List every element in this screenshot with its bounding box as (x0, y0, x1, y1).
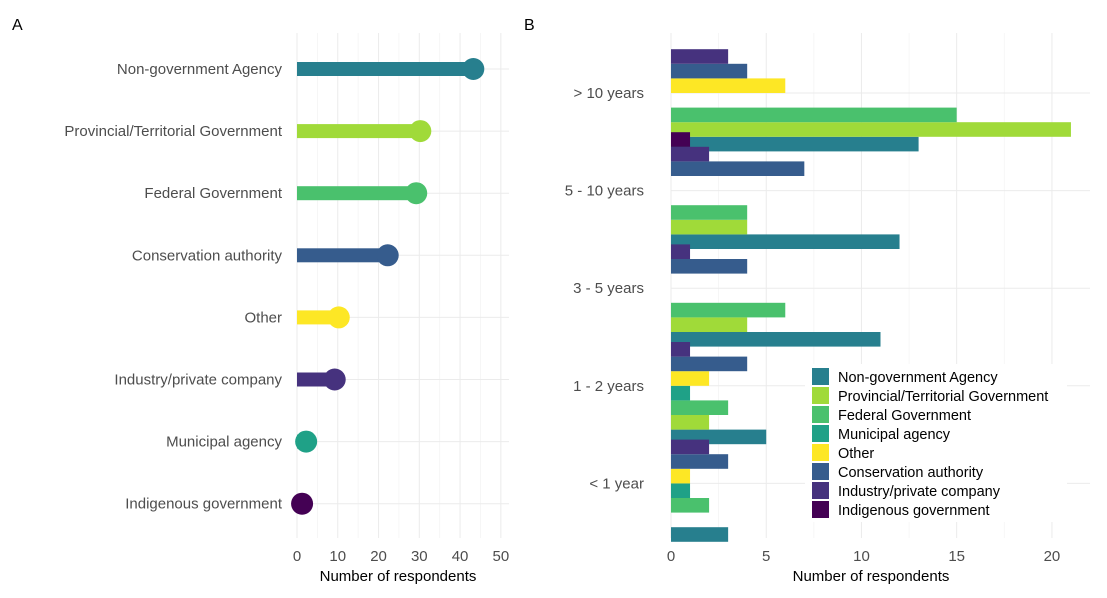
panel-b-bar (671, 400, 729, 415)
legend-label: Non-government Agency (838, 370, 998, 386)
panel-b-bar (671, 146, 710, 162)
panel-a-point (409, 120, 432, 143)
panel-b-bar (671, 244, 691, 259)
panel-b-bar (671, 107, 957, 123)
panel-a-point (291, 492, 314, 515)
panel-a-label: A (12, 17, 23, 34)
panel-a-point (376, 244, 399, 267)
panel-b-bar (671, 78, 786, 93)
panel-b-category-label: 1 - 2 years (573, 378, 644, 395)
legend-swatch (812, 463, 829, 480)
panel-b-bar (671, 49, 729, 64)
legend-swatch (812, 444, 829, 461)
panel-a-stem (297, 124, 420, 139)
panel-b-x-tick-label: 20 (1044, 548, 1061, 565)
panel-a-point (405, 182, 428, 205)
panel-b-bar (671, 342, 691, 357)
panel-b-bar (671, 136, 919, 152)
legend-swatch (812, 406, 829, 423)
panel-a-point (295, 430, 318, 453)
panel-b-bar (671, 219, 748, 235)
panel-a-stem (297, 248, 387, 263)
panel-b-category-label: < 1 year (589, 475, 644, 492)
legend-background (805, 364, 1067, 522)
panel-b-x-tick-label: 5 (762, 548, 770, 565)
panel-b-bar (671, 332, 881, 347)
panel-a-category-label: Other (244, 309, 282, 326)
panel-a-point (327, 306, 350, 329)
panel-b-bar (671, 468, 691, 484)
panel-b-category-label: 3 - 5 years (573, 280, 644, 297)
legend-label: Industry/private company (838, 484, 1001, 500)
panel-b-x-axis-title: Number of respondents (793, 568, 950, 585)
panel-a-category-label: Provincial/Territorial Government (64, 123, 282, 140)
panel-a-x-axis-title: Number of respondents (320, 568, 477, 585)
legend-label: Provincial/Territorial Government (838, 389, 1048, 405)
panel-a-x-tick-label: 0 (293, 548, 301, 565)
panel-a-point (462, 58, 485, 80)
panel-b-category-label: > 10 years (574, 85, 644, 102)
legend-swatch (812, 368, 829, 385)
legend-label: Other (838, 446, 874, 462)
panel-a-category-label: Federal Government (144, 185, 282, 202)
panel-a-x-tick-label: 30 (411, 548, 428, 565)
panel-a-x-tick-label: 50 (493, 548, 510, 565)
panel-b-bar (671, 63, 748, 79)
legend-label: Municipal agency (838, 427, 951, 443)
panel-b-bar (671, 122, 1071, 137)
panel-b-bar (671, 483, 691, 498)
panel-b-bar (671, 371, 710, 386)
panel-b-bar (671, 454, 729, 469)
legend-label: Indigenous government (838, 503, 990, 519)
panel-a-stem (297, 62, 473, 76)
panel-b-bar (671, 317, 748, 332)
panel-a-x-tick-label: 40 (452, 548, 469, 565)
panel-b-bar (671, 132, 691, 147)
panel-b-bar (671, 527, 729, 542)
panel-a-stem (297, 310, 338, 325)
panel-b-x-tick-label: 0 (667, 548, 675, 565)
panel-a-stem (297, 186, 416, 201)
panel-b-bar (671, 356, 748, 372)
legend-swatch (812, 425, 829, 442)
panel-b-bar (671, 302, 786, 318)
legend-swatch (812, 387, 829, 404)
panel-b-bar (671, 161, 805, 176)
panel-a-category-label: Municipal agency (166, 434, 282, 451)
panel-b-bar (671, 415, 710, 430)
legend-label: Federal Government (838, 408, 971, 424)
panel-b-category-label: 5 - 10 years (565, 183, 644, 200)
panel-b-bar (671, 259, 748, 274)
panel-a-lollipop-chart: 0 10 20 30 40 50 Non-government Agency Provinci… (64, 33, 509, 565)
panel-b-bar (671, 498, 710, 513)
panel-b-bar (671, 234, 900, 249)
panel-b-bar (671, 205, 748, 220)
panel-a-x-tick-label: 10 (329, 548, 346, 565)
panel-a-point (323, 368, 346, 391)
legend: Non-government Agency Provincial/Territor… (805, 364, 1067, 522)
panel-a-x-tick-label: 20 (370, 548, 387, 565)
panel-b-bar (671, 439, 710, 455)
legend-swatch (812, 482, 829, 499)
panel-a-category-label: Conservation authority (132, 247, 283, 264)
panel-b-bar (671, 385, 691, 401)
panel-b-x-tick-label: 15 (948, 548, 965, 565)
panel-a-category-label: Industry/private company (114, 372, 282, 389)
panel-b-x-tick-label: 10 (853, 548, 870, 565)
panel-a-category-label: Non-government Agency (117, 61, 283, 78)
legend-swatch (812, 501, 829, 518)
panel-a-category-label: Indigenous government (125, 496, 283, 513)
legend-label: Conservation authority (838, 465, 984, 481)
panel-b-label: B (524, 17, 535, 34)
